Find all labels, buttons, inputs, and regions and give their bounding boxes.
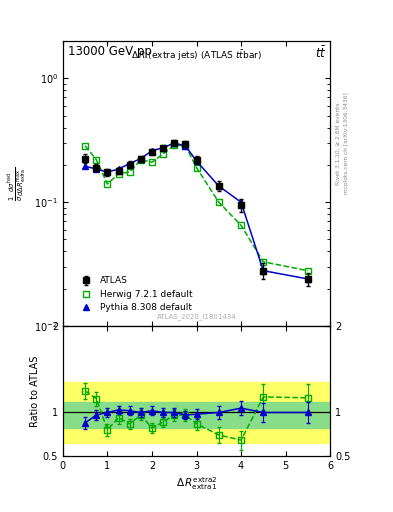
Text: $\Delta\,R$ (extra jets) (ATLAS $t\bar{t}$bar): $\Delta\,R$ (extra jets) (ATLAS $t\bar{t… xyxy=(131,48,262,63)
Text: ATLAS_2020_I1801434: ATLAS_2020_I1801434 xyxy=(157,314,236,321)
Pythia 8.308 default xyxy=(83,163,88,169)
Herwig 7.2.1 default xyxy=(161,151,165,157)
Pythia 8.308 default xyxy=(261,268,266,274)
Herwig 7.2.1 default xyxy=(194,164,199,170)
Text: mcplots.cern.ch [arXiv:1306.3436]: mcplots.cern.ch [arXiv:1306.3436] xyxy=(344,93,349,194)
Herwig 7.2.1 default xyxy=(105,181,110,187)
Pythia 8.308 default xyxy=(183,143,188,149)
Text: 13000 GeV pp: 13000 GeV pp xyxy=(68,45,152,58)
Herwig 7.2.1 default xyxy=(261,259,266,265)
Y-axis label: $\frac{1}{\sigma}\frac{d\sigma^{\rm had}}{d\Delta R^{\rm max}_{\rm extra}}$: $\frac{1}{\sigma}\frac{d\sigma^{\rm had}… xyxy=(7,166,29,201)
Pythia 8.308 default xyxy=(94,166,99,172)
Herwig 7.2.1 default xyxy=(239,222,243,228)
Y-axis label: Ratio to ATLAS: Ratio to ATLAS xyxy=(30,355,40,426)
Legend: ATLAS, Herwig 7.2.1 default, Pythia 8.308 default: ATLAS, Herwig 7.2.1 default, Pythia 8.30… xyxy=(73,272,196,316)
X-axis label: $\Delta\,R^{\rm extra2}_{\rm extra1}$: $\Delta\,R^{\rm extra2}_{\rm extra1}$ xyxy=(176,475,217,492)
Bar xyxy=(63,382,330,443)
Herwig 7.2.1 default xyxy=(217,199,221,205)
Pythia 8.308 default xyxy=(105,169,110,175)
Herwig 7.2.1 default xyxy=(305,268,310,274)
Pythia 8.308 default xyxy=(150,147,154,154)
Text: Rivet 3.1.10, ≥ 2.8M events: Rivet 3.1.10, ≥ 2.8M events xyxy=(336,102,341,185)
Herwig 7.2.1 default xyxy=(138,157,143,163)
Pythia 8.308 default xyxy=(194,158,199,164)
Herwig 7.2.1 default xyxy=(150,159,154,165)
Line: Pythia 8.308 default: Pythia 8.308 default xyxy=(82,140,311,282)
Pythia 8.308 default xyxy=(138,156,143,162)
Pythia 8.308 default xyxy=(172,140,176,146)
Pythia 8.308 default xyxy=(127,160,132,166)
Bar xyxy=(63,402,330,428)
Pythia 8.308 default xyxy=(305,276,310,282)
Herwig 7.2.1 default xyxy=(183,143,188,149)
Pythia 8.308 default xyxy=(116,166,121,172)
Pythia 8.308 default xyxy=(239,199,243,205)
Herwig 7.2.1 default xyxy=(94,157,99,163)
Line: Herwig 7.2.1 default: Herwig 7.2.1 default xyxy=(82,142,311,274)
Pythia 8.308 default xyxy=(217,183,221,189)
Herwig 7.2.1 default xyxy=(172,142,176,148)
Text: $t\bar{t}$: $t\bar{t}$ xyxy=(314,45,326,60)
Herwig 7.2.1 default xyxy=(83,143,88,149)
Pythia 8.308 default xyxy=(161,145,165,151)
Herwig 7.2.1 default xyxy=(127,169,132,175)
Herwig 7.2.1 default xyxy=(116,170,121,177)
